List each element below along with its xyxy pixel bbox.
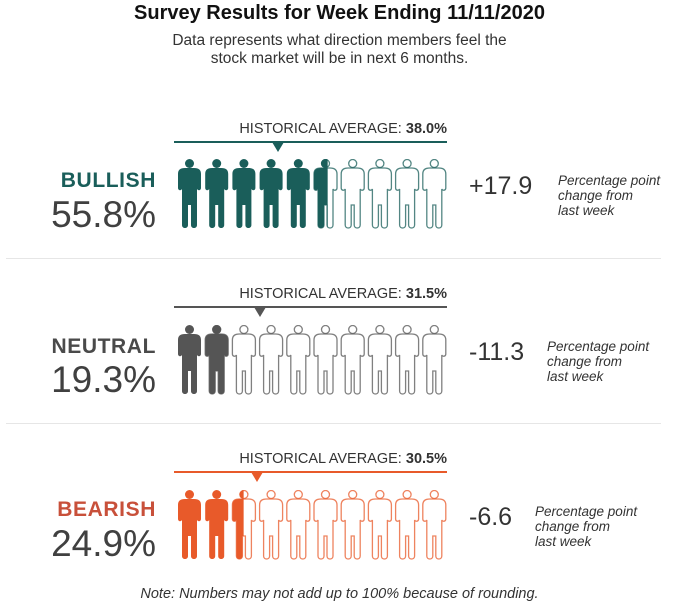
bullish-person-icon [340, 159, 365, 229]
bullish-historical-marker [271, 142, 284, 152]
bearish-person-icon [205, 490, 229, 559]
bearish-person-icon [422, 490, 447, 560]
bearish-person-icon [178, 490, 201, 559]
bullish-change-value: +17.9 [469, 172, 533, 200]
neutral-person-icon [231, 325, 257, 395]
neutral-historical-marker [253, 307, 266, 317]
bearish-person-icon [394, 490, 420, 560]
bearish-person-icon [367, 490, 393, 560]
bullish-person-icon [259, 159, 283, 228]
bearish-percent: 24.9% [51, 523, 156, 564]
bullish-person-icon [367, 159, 393, 229]
neutral-person-icon [204, 325, 229, 395]
neutral-historical-line [174, 306, 447, 308]
bullish-person-icon [313, 159, 338, 229]
chart-title: Survey Results for Week Ending 11/11/202… [134, 2, 545, 24]
bearish-section: HISTORICAL AVERAGE: 30.5% BEARISH 24.9% … [0, 426, 679, 591]
bullish-person-icon [232, 159, 256, 228]
chart-subtitle: Data represents what direction members f… [0, 32, 679, 68]
bullish-person-icon [205, 159, 229, 228]
bullish-historical-average: HISTORICAL AVERAGE: 38.0% [174, 121, 447, 153]
bearish-historical-marker [251, 472, 264, 482]
bullish-label: BULLISH [60, 169, 156, 192]
bearish-pictograph [178, 490, 447, 560]
bullish-person-icon [286, 159, 310, 228]
bearish-label: BEARISH [57, 498, 156, 521]
neutral-historical-average: HISTORICAL AVERAGE: 31.5% [174, 286, 447, 318]
bullish-historical-line [174, 141, 447, 143]
neutral-person-icon [286, 325, 311, 395]
bullish-section: HISTORICAL AVERAGE: 38.0% BULLISH 55.8% … [0, 95, 679, 260]
bearish-historical-label: HISTORICAL AVERAGE: 30.5% [239, 451, 447, 467]
neutral-change-description: Percentage point change from last week [547, 339, 650, 384]
neutral-percent: 19.3% [51, 359, 156, 400]
bullish-historical-label: HISTORICAL AVERAGE: 38.0% [239, 121, 447, 137]
bullish-pictograph [178, 159, 447, 229]
neutral-label: NEUTRAL [51, 335, 156, 358]
neutral-person-icon [340, 325, 365, 395]
bullish-person-icon [178, 159, 201, 228]
neutral-person-icon [394, 325, 420, 395]
bearish-historical-line [174, 471, 447, 473]
neutral-person-icon [178, 325, 201, 394]
section-divider-1 [6, 258, 661, 259]
neutral-section: HISTORICAL AVERAGE: 31.5% NEUTRAL 19.3% … [0, 261, 679, 426]
neutral-change-value: -11.3 [469, 338, 525, 366]
bearish-person-icon [313, 490, 338, 560]
bullish-percent: 55.8% [51, 194, 156, 235]
neutral-person-icon [258, 325, 284, 395]
bearish-person-icon [340, 490, 365, 560]
subtitle-line-2: stock market will be in next 6 months. [210, 50, 469, 67]
bearish-person-icon [258, 490, 284, 560]
bearish-historical-average: HISTORICAL AVERAGE: 30.5% [174, 451, 447, 483]
bullish-person-icon [422, 159, 447, 229]
subtitle-line-1: Data represents what direction members f… [172, 32, 507, 49]
bearish-change-value: -6.6 [469, 503, 513, 531]
neutral-historical-label: HISTORICAL AVERAGE: 31.5% [239, 286, 447, 302]
neutral-person-icon [422, 325, 447, 395]
neutral-person-icon [367, 325, 393, 395]
bearish-person-icon [286, 490, 311, 560]
bullish-change-description: Percentage point change from last week [558, 173, 661, 218]
footnote: Note: Numbers may not add up to 100% bec… [140, 586, 539, 602]
bearish-change-description: Percentage point change from last week [535, 504, 638, 549]
neutral-person-icon [313, 325, 338, 395]
section-divider-2 [6, 423, 661, 424]
neutral-pictograph [178, 325, 447, 395]
bearish-person-icon [231, 490, 257, 560]
bullish-person-icon [394, 159, 420, 229]
